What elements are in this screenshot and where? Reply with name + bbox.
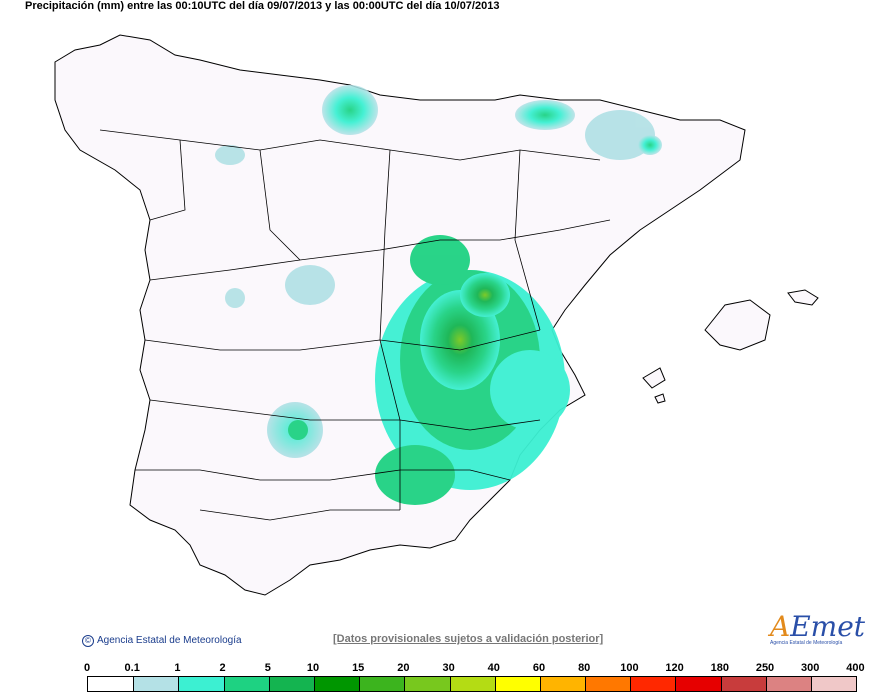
legend-swatch — [811, 677, 857, 691]
menorca — [787, 289, 819, 306]
legend-swatch — [268, 677, 314, 691]
mallorca — [704, 299, 771, 351]
map-title: Precipitación (mm) entre las 00:10UTC de… — [25, 0, 500, 12]
province-borders — [99, 129, 611, 521]
ibiza — [642, 367, 666, 389]
legend-swatch — [88, 677, 134, 691]
legend-labels: 0 0.1 1 2 5 10 15 20 30 40 60 80 100 120 180 250 300 400 — [0, 662, 870, 676]
legend-swatch — [675, 677, 721, 691]
legend-label: 15 — [352, 662, 365, 674]
legend-swatch — [404, 677, 450, 691]
legend-label: 120 — [665, 662, 684, 674]
legend-swatch — [359, 677, 405, 691]
legend-label: 180 — [710, 662, 729, 674]
precipitation-overlay — [215, 85, 662, 505]
credit-text: Agencia Estatal de Meteorología — [97, 635, 242, 646]
legend-label: 20 — [397, 662, 410, 674]
copyright-icon: © — [82, 635, 94, 647]
legend-label: 5 — [264, 662, 271, 674]
legend-swatch — [449, 677, 495, 691]
legend-label: 60 — [532, 662, 546, 674]
legend-label: 100 — [620, 662, 639, 674]
logo-mark: A — [770, 610, 791, 643]
legend-label: 30 — [442, 662, 455, 674]
legend-color-bar — [87, 676, 858, 692]
disclaimer-text: [Datos provisionales sujetos a validació… — [333, 633, 604, 645]
legend-label: 300 — [801, 662, 820, 674]
legend-label: 2 — [219, 662, 226, 674]
legend-swatch — [313, 677, 360, 691]
legend-swatch — [585, 677, 631, 691]
formentera — [654, 393, 666, 404]
legend-swatch — [630, 677, 676, 691]
legend-label: 40 — [487, 662, 500, 674]
legend-swatch — [539, 677, 586, 691]
aemet-credit: © Agencia Estatal de Meteorología — [82, 635, 242, 647]
aemet-logo: AEmet — [770, 610, 865, 643]
logo-subtitle: Agencia Estatal de Meteorología — [770, 640, 843, 646]
legend-swatch — [223, 677, 269, 691]
legend-label: 250 — [755, 662, 775, 674]
logo-wordmark: Emet — [790, 610, 866, 643]
legend-label: 0 — [83, 662, 91, 674]
legend-swatch — [765, 677, 811, 691]
legend-label: 0.1 — [124, 662, 140, 674]
legend-swatch — [494, 677, 540, 691]
legend-label: 400 — [846, 662, 865, 674]
legend-swatch — [178, 677, 224, 691]
legend-label: 1 — [174, 662, 181, 674]
legend-swatch — [133, 677, 179, 691]
precipitation-map — [54, 34, 819, 596]
legend-swatch — [720, 677, 766, 691]
legend-label: 10 — [306, 662, 320, 674]
legend-label: 80 — [578, 662, 591, 674]
